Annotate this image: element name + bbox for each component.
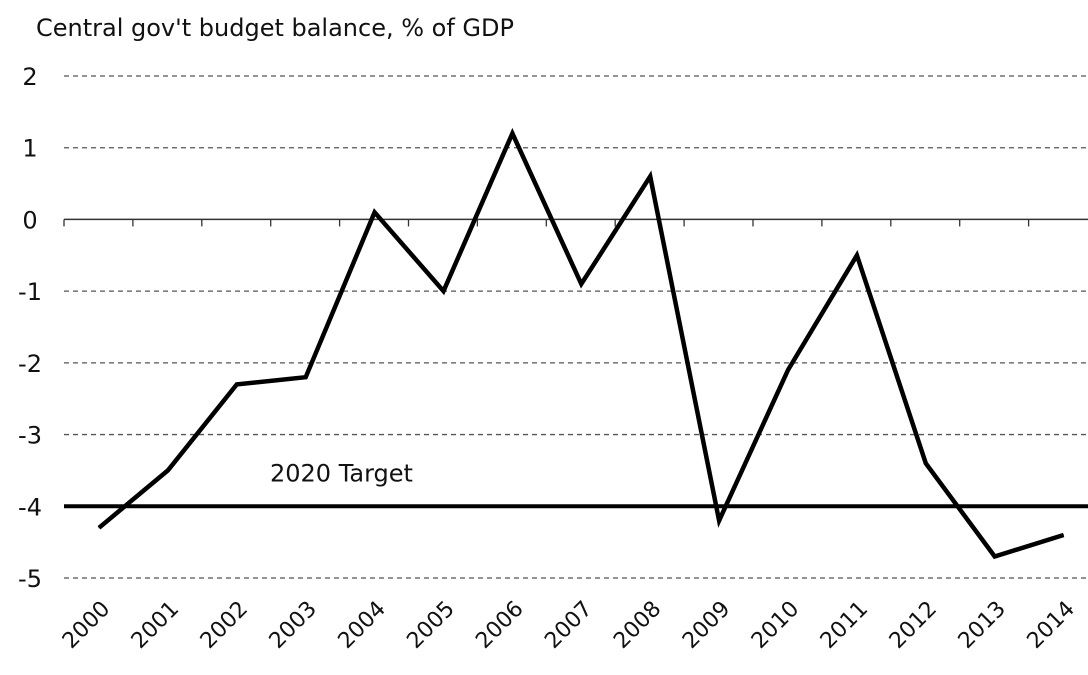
x-tick-label: 2009: [678, 597, 735, 654]
data-point: [167, 469, 169, 471]
y-tick-label: -3: [18, 422, 42, 450]
x-tick-label: 2000: [58, 597, 115, 654]
x-tick-label: 2005: [402, 597, 459, 654]
y-tick-label: 1: [22, 135, 37, 163]
data-point: [856, 254, 858, 256]
data-point: [787, 369, 789, 371]
data-point: [994, 555, 996, 557]
data-point: [511, 132, 513, 134]
target-label: 2020 Target: [270, 459, 413, 487]
x-tick-label: 2013: [954, 597, 1011, 654]
data-point: [305, 376, 307, 378]
y-tick-label: -1: [18, 278, 42, 306]
data-point: [374, 211, 376, 213]
data-point: [718, 520, 720, 522]
y-tick-label: -2: [18, 350, 42, 378]
series-line: [97, 127, 1065, 560]
chart-title: Central gov't budget balance, % of GDP: [36, 14, 514, 42]
x-axis: [63, 218, 1088, 227]
y-axis-ticks: 2 1 0 -1 -2 -3 -4 -5: [18, 63, 42, 593]
data-point: [649, 175, 651, 177]
data-point: [1063, 534, 1065, 536]
x-tick-label: 2004: [334, 597, 391, 654]
x-tick-label: 2002: [196, 597, 253, 654]
x-tick-label: 2012: [885, 597, 942, 654]
x-tick-label: 2008: [609, 597, 666, 654]
x-tick-label: 2011: [816, 597, 873, 654]
y-tick-label: -5: [18, 565, 42, 593]
gridlines: [64, 75, 1088, 579]
y-tick-label: -4: [18, 493, 42, 521]
x-tick-label: 2001: [127, 597, 184, 654]
y-tick-label: 0: [22, 206, 37, 234]
x-tick-label: 2003: [265, 597, 322, 654]
data-point: [98, 527, 100, 529]
data-point: [236, 383, 238, 385]
data-point: [443, 290, 444, 292]
data-point: [925, 462, 927, 464]
y-tick-label: 2: [22, 63, 37, 91]
x-tick-label: 2006: [471, 597, 528, 654]
x-tick-label: 2014: [1023, 597, 1080, 654]
x-axis-ticks: 2000 2001 2002 2003 2004 2005 2006 2007 2008 2009…: [58, 597, 1080, 654]
series-group: [97, 127, 1065, 560]
reference-line-group: 2020 Target: [64, 459, 1088, 509]
data-point: [580, 283, 582, 285]
x-tick-label: 2010: [747, 597, 804, 654]
x-tick-label: 2007: [540, 597, 597, 654]
